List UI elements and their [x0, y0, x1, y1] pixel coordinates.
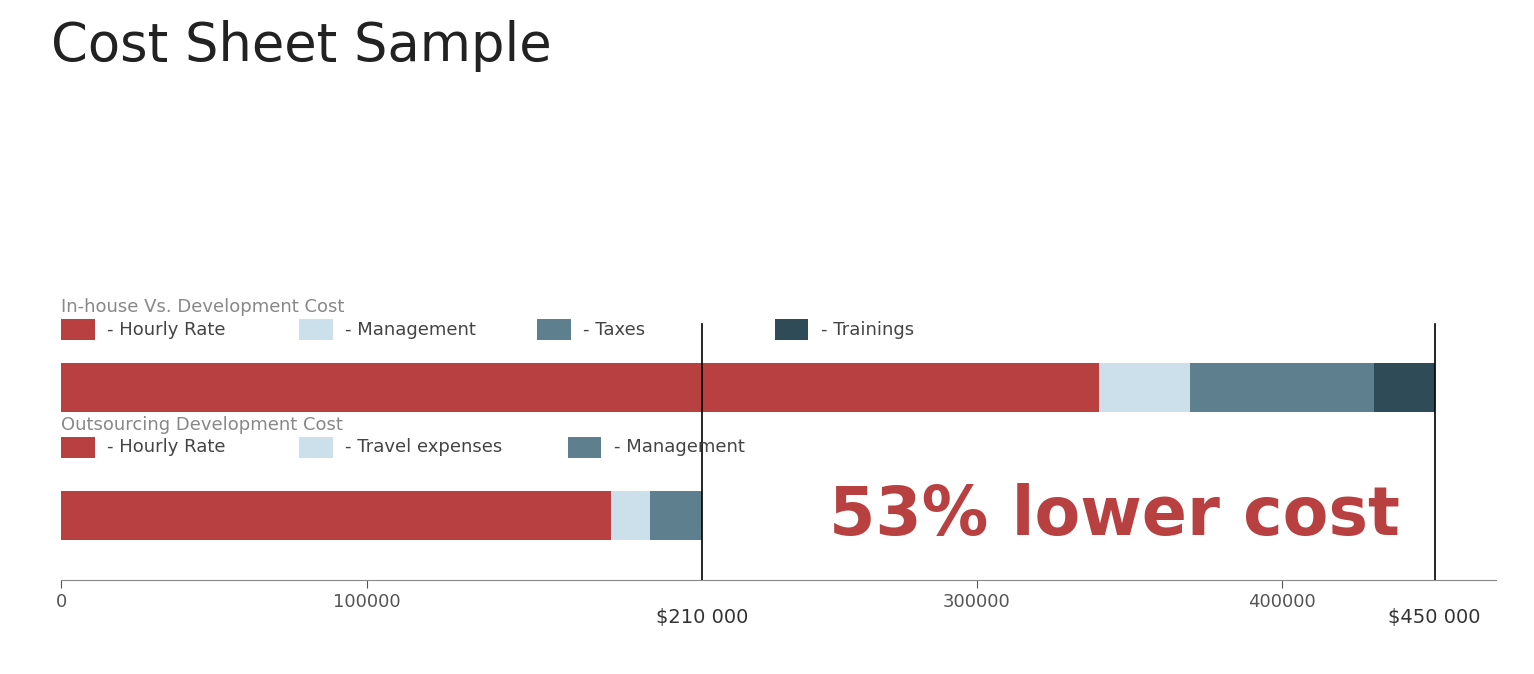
- Text: 53% lower cost: 53% lower cost: [828, 483, 1399, 549]
- Text: - Management: - Management: [345, 321, 476, 338]
- Text: $450 000: $450 000: [1388, 608, 1480, 627]
- Text: - Trainings: - Trainings: [821, 321, 914, 338]
- Text: - Travel expenses: - Travel expenses: [345, 439, 503, 456]
- Bar: [61, 491, 611, 540]
- Bar: [61, 363, 1098, 412]
- Bar: [611, 491, 650, 540]
- Bar: [650, 491, 703, 540]
- Text: Cost Sheet Sample: Cost Sheet Sample: [51, 20, 551, 72]
- Text: In-house Vs. Development Cost: In-house Vs. Development Cost: [61, 298, 345, 316]
- Text: - Taxes: - Taxes: [583, 321, 644, 338]
- Text: - Hourly Rate: - Hourly Rate: [107, 439, 225, 456]
- Text: - Management: - Management: [614, 439, 744, 456]
- Text: Outsourcing Development Cost: Outsourcing Development Cost: [61, 416, 344, 434]
- Bar: [1098, 363, 1190, 412]
- Bar: [1373, 363, 1434, 412]
- Text: - Hourly Rate: - Hourly Rate: [107, 321, 225, 338]
- Bar: [1190, 363, 1373, 412]
- Text: $210 000: $210 000: [657, 608, 749, 627]
